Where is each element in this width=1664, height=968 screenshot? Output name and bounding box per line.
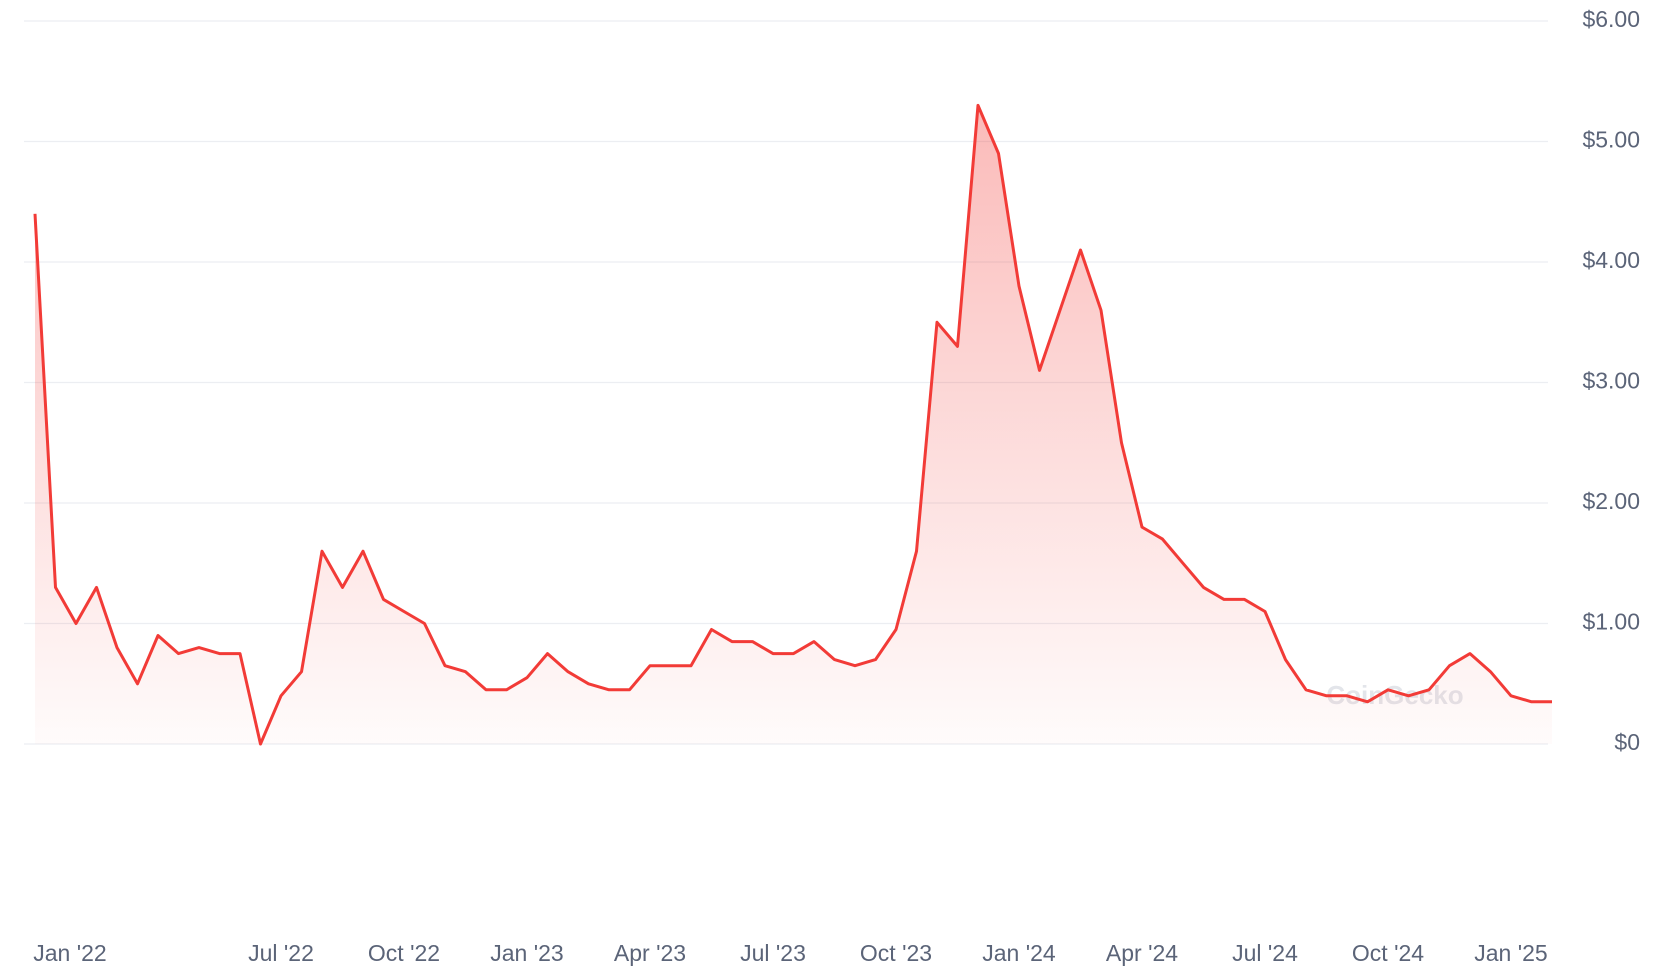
x-tick-label: Apr '23	[614, 940, 686, 966]
y-tick-label: $5.00	[1582, 127, 1640, 153]
price-area	[35, 105, 1552, 744]
x-tick-label: Jan '24	[982, 940, 1056, 966]
x-tick-label: Jan '23	[490, 940, 563, 966]
y-tick-label: $4.00	[1582, 247, 1640, 273]
x-tick-label: Jul '22	[248, 940, 314, 966]
x-tick-label: Jul '23	[740, 940, 806, 966]
x-tick-label: Oct '23	[860, 940, 932, 966]
price-line	[33, 103, 1552, 746]
y-tick-label: $2.00	[1582, 488, 1640, 514]
x-tick-label: Jul '24	[1232, 940, 1298, 966]
y-tick-label: $0	[1614, 729, 1640, 755]
x-tick-label: Jan '25	[1474, 940, 1547, 966]
y-tick-label: $3.00	[1582, 368, 1640, 394]
x-tick-label: Apr '24	[1106, 940, 1178, 966]
y-tick-label: $6.00	[1582, 6, 1640, 32]
y-tick-label: $1.00	[1582, 609, 1640, 635]
x-tick-label: Oct '22	[368, 940, 440, 966]
x-tick-label: Oct '24	[1352, 940, 1424, 966]
x-tick-label: Jan '22	[33, 940, 106, 966]
